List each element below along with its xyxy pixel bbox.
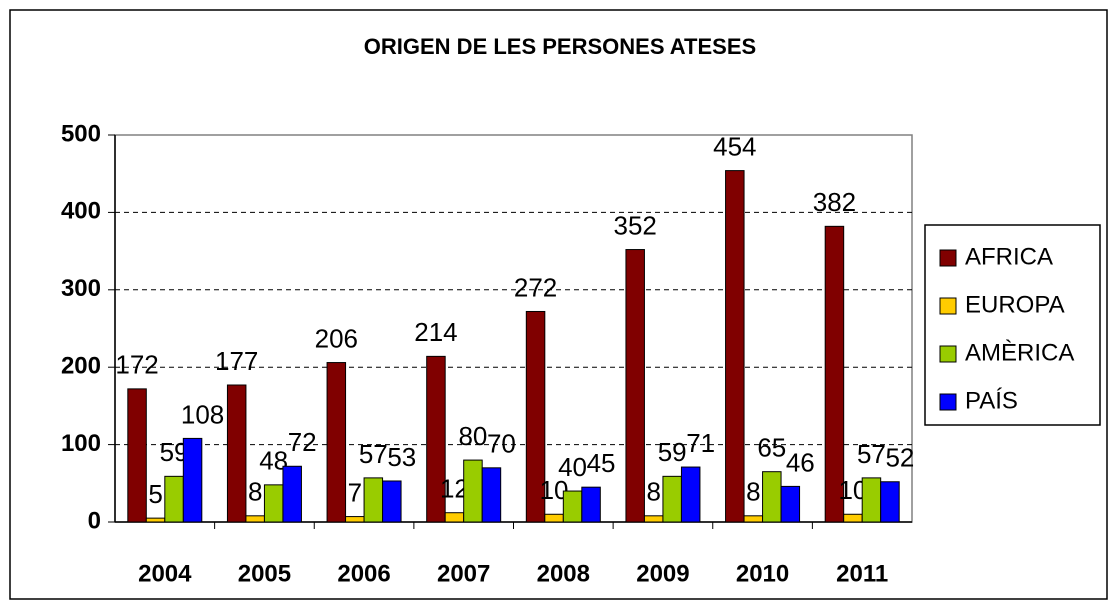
value-label: 8 — [746, 477, 760, 507]
bar — [861, 477, 882, 523]
value-label: 352 — [613, 210, 656, 240]
value-label: 172 — [115, 350, 158, 380]
value-label: 72 — [288, 427, 317, 457]
bar — [824, 225, 845, 523]
value-label: 52 — [885, 443, 914, 473]
value-label: 214 — [414, 317, 457, 347]
bar — [680, 466, 701, 523]
legend-label: PAÍS — [965, 387, 1018, 414]
x-tick-label: 2008 — [537, 560, 590, 587]
bar — [127, 388, 147, 523]
value-label: 8 — [646, 477, 660, 507]
value-label: 70 — [487, 429, 516, 459]
bar — [780, 485, 801, 523]
bar — [762, 471, 782, 523]
legend-swatch — [939, 345, 957, 363]
value-label: 65 — [757, 433, 786, 463]
legend-swatch — [939, 249, 957, 267]
bar — [164, 475, 184, 523]
bar — [562, 490, 583, 523]
value-label: 59 — [658, 437, 687, 467]
plot-area — [114, 134, 913, 523]
value-label: 46 — [786, 447, 815, 477]
value-label: 272 — [514, 272, 557, 302]
y-tick-label: 100 — [61, 430, 101, 457]
bar — [282, 465, 302, 523]
x-tick-label: 2005 — [238, 560, 291, 587]
bar — [662, 475, 682, 523]
bar — [843, 513, 863, 523]
value-label: 40 — [558, 452, 587, 482]
value-label: 108 — [181, 399, 224, 429]
chart-title: ORIGEN DE LES PERSONES ATESES — [364, 34, 756, 59]
value-label: 8 — [248, 477, 262, 507]
bar — [326, 362, 347, 523]
x-tick-label: 2009 — [636, 560, 689, 587]
value-label: 71 — [686, 428, 715, 458]
value-label: 5 — [148, 479, 162, 509]
x-tick-label: 2006 — [337, 560, 390, 587]
value-label: 45 — [587, 448, 616, 478]
bar — [725, 170, 745, 523]
bar — [444, 512, 465, 523]
x-tick-label: 2011 — [836, 560, 888, 587]
value-label: 53 — [387, 442, 416, 472]
bar — [463, 459, 483, 523]
value-label: 57 — [857, 439, 886, 469]
y-tick-label: 500 — [61, 120, 101, 147]
legend-swatch — [939, 297, 957, 315]
legend-label: EUROPA — [965, 291, 1065, 318]
value-label: 7 — [348, 477, 362, 507]
bar — [345, 516, 365, 523]
bar — [182, 437, 203, 523]
bar — [382, 480, 402, 523]
x-tick-label: 2004 — [138, 560, 192, 587]
bar — [625, 249, 645, 523]
value-label: 206 — [315, 323, 358, 353]
bar — [880, 481, 900, 523]
y-tick-label: 300 — [61, 275, 101, 302]
bar — [743, 515, 764, 523]
bar — [544, 513, 564, 523]
bar — [363, 477, 384, 523]
bar — [581, 486, 601, 523]
bar — [426, 355, 446, 523]
legend-swatch — [939, 393, 957, 411]
x-tick-label: 2007 — [437, 560, 490, 587]
bar — [145, 517, 166, 523]
y-tick-label: 400 — [61, 198, 101, 225]
bar — [525, 310, 546, 523]
legend-label: AFRICA — [965, 243, 1053, 270]
value-label: 382 — [813, 187, 856, 217]
value-label: 177 — [215, 346, 258, 376]
y-tick-label: 0 — [88, 507, 101, 534]
value-label: 454 — [713, 131, 756, 161]
bar — [226, 384, 247, 523]
value-label: 57 — [359, 439, 388, 469]
x-tick-label: 2010 — [736, 560, 789, 587]
legend-label: AMÈRICA — [965, 339, 1074, 366]
y-tick-label: 200 — [61, 353, 101, 380]
bar — [263, 484, 284, 523]
bar — [481, 467, 502, 523]
value-label: 80 — [458, 421, 487, 451]
bar — [643, 515, 664, 523]
bar — [245, 515, 265, 523]
